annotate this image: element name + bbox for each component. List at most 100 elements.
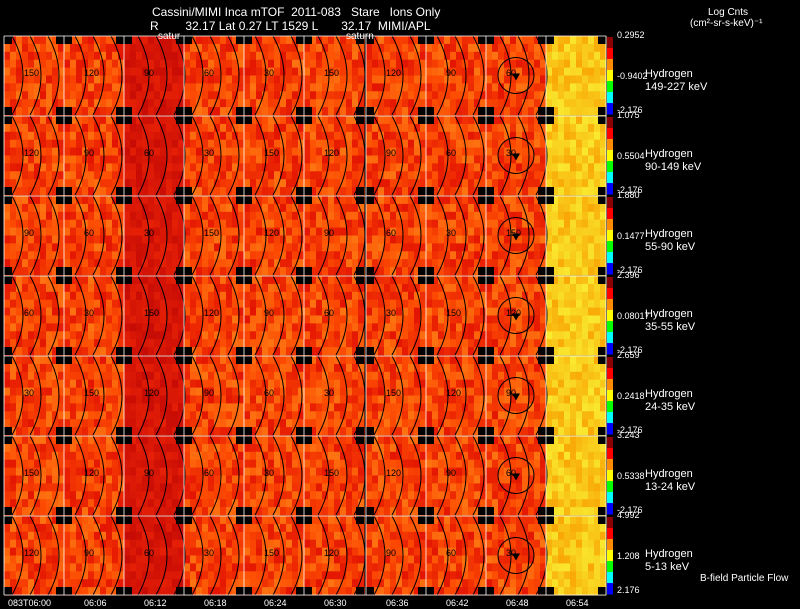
contour-label: 30	[446, 228, 456, 238]
contour-line	[499, 355, 512, 436]
contour-line	[155, 35, 168, 116]
contour-line	[317, 35, 330, 116]
contour-line	[391, 195, 404, 276]
colorbar	[607, 277, 613, 355]
contour-line	[335, 195, 348, 276]
energy-range: 24-35 keV	[645, 401, 696, 413]
contour-line	[353, 35, 366, 116]
contour-line	[11, 515, 24, 596]
contour-line	[155, 275, 168, 356]
flow-circle	[497, 537, 535, 574]
contour-label: 120	[264, 228, 279, 238]
contour-line	[373, 435, 386, 516]
species-name: Hydrogen	[645, 548, 693, 560]
image-tile	[124, 36, 185, 116]
contour-line	[137, 35, 150, 116]
contour-line	[373, 515, 386, 596]
contour-label: 120	[506, 308, 521, 318]
energy-range: 55-90 keV	[645, 241, 696, 253]
image-tile	[304, 516, 365, 596]
image-tile	[64, 196, 125, 276]
colorbar-mid-label: 0.5338	[617, 471, 645, 481]
colorbar-max-label: 0.2952	[617, 30, 645, 40]
contour-label: 60	[204, 68, 214, 78]
image-tile	[366, 196, 427, 276]
contour-label: 150	[264, 148, 279, 158]
contour-line	[517, 275, 530, 356]
contour-line	[373, 35, 386, 116]
colorbar-min-label: -2.176	[617, 505, 643, 515]
image-tile	[366, 436, 427, 516]
contour-line	[535, 115, 548, 196]
image-tile	[486, 356, 547, 436]
image-tile	[184, 436, 245, 516]
contour-line	[499, 35, 512, 116]
energy-range: 5-13 keV	[645, 561, 690, 573]
contour-line	[29, 355, 42, 436]
contour-label: 60	[144, 148, 154, 158]
contour-line	[92, 195, 105, 276]
contour-line	[272, 355, 285, 436]
contour-line	[499, 515, 512, 596]
bfield-arrow-icon	[512, 73, 520, 81]
contour-label: 120	[24, 148, 39, 158]
colorbar-max-label: 3.243	[617, 430, 640, 440]
contour-line	[454, 195, 467, 276]
contour-line	[409, 275, 422, 356]
contour-line	[391, 35, 404, 116]
species-label: Hydrogen 24-35 keV	[645, 388, 695, 414]
contour-line	[191, 195, 204, 276]
contour-label: 90	[144, 468, 154, 478]
contour-line	[209, 35, 222, 116]
contour-line	[11, 275, 24, 356]
image-tile	[4, 516, 65, 596]
contour-line	[191, 35, 204, 116]
image-tile	[426, 276, 487, 356]
bfield-arrow-icon	[512, 393, 520, 401]
contour-line	[472, 435, 485, 516]
units-label: Log Cnts	[708, 7, 749, 18]
contour-label: 90	[144, 68, 154, 78]
title-line: Cassini/MIMI Inca mTOF 2011-083 Stare Io…	[152, 5, 441, 19]
image-tile	[4, 196, 65, 276]
image-tile	[244, 436, 305, 516]
contour-line	[517, 515, 530, 596]
image-tile	[546, 116, 607, 196]
contour-label: 90	[386, 148, 396, 158]
contour-label: 90	[84, 148, 94, 158]
contour-label: 120	[24, 548, 39, 558]
species-label: Hydrogen 149-227 keV	[645, 68, 707, 94]
contour-line	[173, 355, 186, 436]
colorbar-min-label: 2.176	[617, 585, 640, 595]
contour-line	[254, 435, 267, 516]
contour-label: 120	[446, 388, 461, 398]
image-tile	[184, 36, 245, 116]
image-tile	[304, 276, 365, 356]
contour-label: 30	[84, 308, 94, 318]
contour-line	[272, 115, 285, 196]
contour-label: 30	[324, 388, 334, 398]
contour-line	[173, 435, 186, 516]
contour-line	[47, 195, 60, 276]
contour-line	[290, 355, 303, 436]
orbit-info-line: R 32.17 Lat 0.27 LT 1529 L 32.17 MIMI/AP…	[150, 19, 431, 33]
contour-line	[335, 115, 348, 196]
contour-line	[373, 115, 386, 196]
contour-line	[92, 435, 105, 516]
contour-line	[137, 195, 150, 276]
contour-line	[272, 275, 285, 356]
image-tile	[486, 436, 547, 516]
contour-line	[290, 515, 303, 596]
contour-line	[110, 515, 123, 596]
contour-line	[535, 355, 548, 436]
contour-line	[517, 355, 530, 436]
contour-line	[409, 355, 422, 436]
contour-line	[353, 275, 366, 356]
contour-line	[227, 35, 240, 116]
contour-line	[209, 515, 222, 596]
image-tile	[184, 516, 245, 596]
contour-line	[47, 35, 60, 116]
image-tile	[4, 436, 65, 516]
contour-line	[454, 35, 467, 116]
contour-line	[11, 435, 24, 516]
